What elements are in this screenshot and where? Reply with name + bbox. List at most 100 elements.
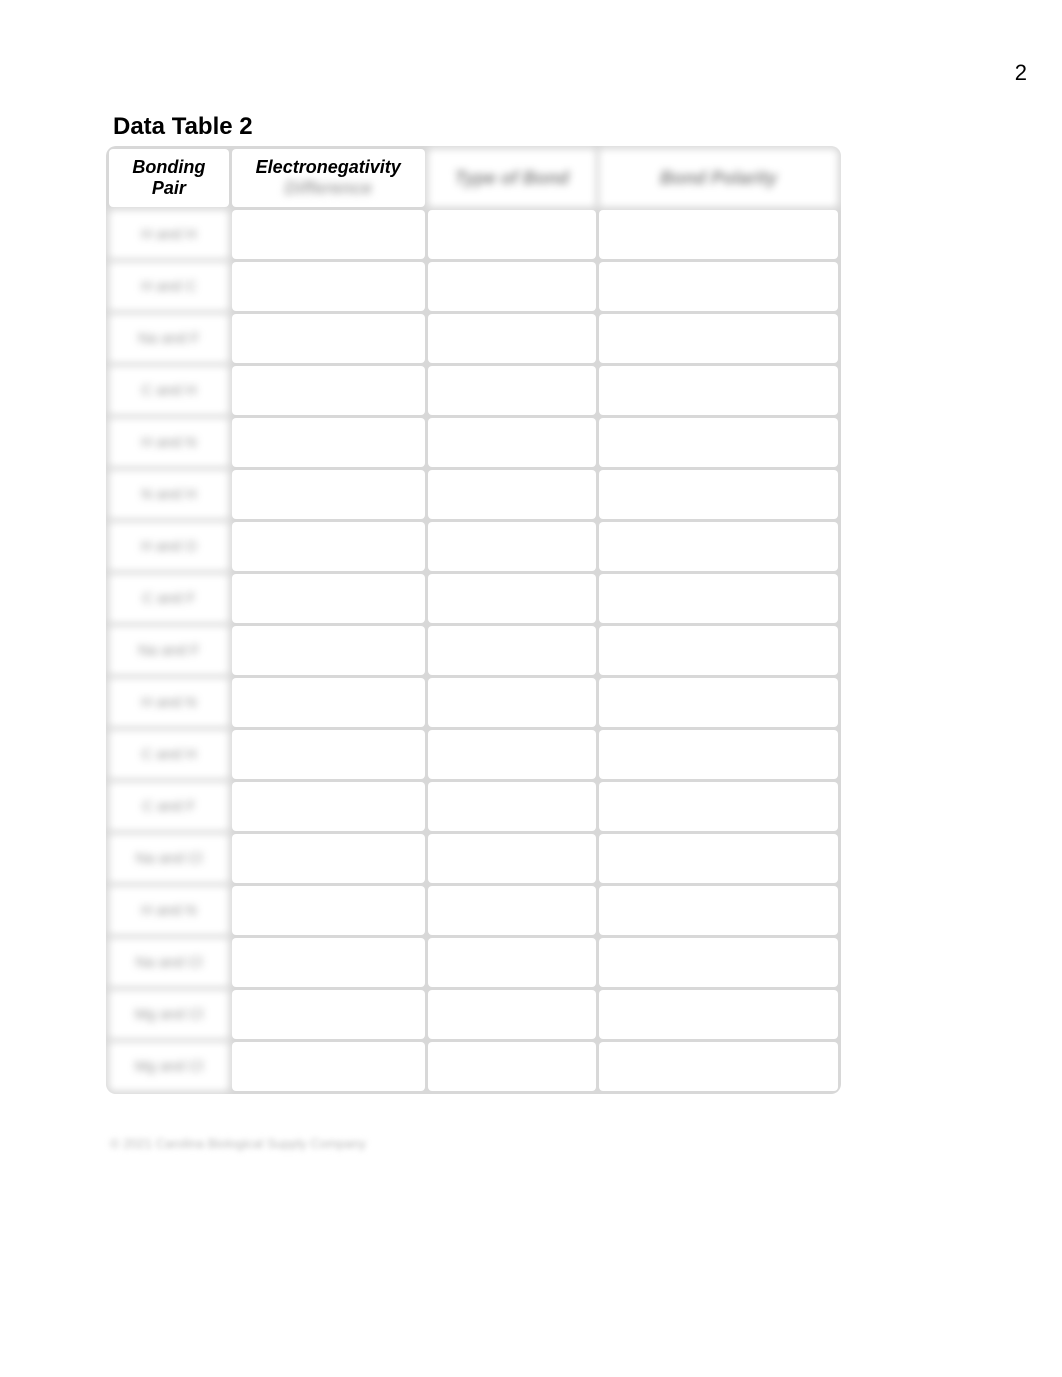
cell-type-of-bond xyxy=(428,990,596,1039)
cell-bond-polarity xyxy=(599,886,838,935)
cell-electronegativity xyxy=(232,418,425,467)
page-number: 2 xyxy=(1015,60,1027,86)
table-row: H and H xyxy=(109,210,838,259)
table-row: Na and F xyxy=(109,626,838,675)
cell-electronegativity xyxy=(232,210,425,259)
cell-bond-polarity xyxy=(599,470,838,519)
table-row: H and N xyxy=(109,418,838,467)
table-row: H and O xyxy=(109,522,838,571)
cell-bond-polarity xyxy=(599,626,838,675)
cell-type-of-bond xyxy=(428,574,596,623)
cell-type-of-bond xyxy=(428,782,596,831)
cell-bond-polarity xyxy=(599,522,838,571)
cell-electronegativity xyxy=(232,626,425,675)
cell-electronegativity xyxy=(232,522,425,571)
cell-electronegativity xyxy=(232,990,425,1039)
cell-bond-polarity xyxy=(599,1042,838,1091)
cell-electronegativity xyxy=(232,1042,425,1091)
cell-bond-polarity xyxy=(599,938,838,987)
cell-type-of-bond xyxy=(428,470,596,519)
cell-bond-polarity xyxy=(599,366,838,415)
cell-electronegativity xyxy=(232,262,425,311)
table-row: C and F xyxy=(109,574,838,623)
cell-bonding-pair: C and H xyxy=(109,366,229,415)
cell-type-of-bond xyxy=(428,262,596,311)
cell-bonding-pair: C and H xyxy=(109,730,229,779)
table-row: Mg and Cl xyxy=(109,1042,838,1091)
cell-type-of-bond xyxy=(428,834,596,883)
cell-bonding-pair: H and N xyxy=(109,418,229,467)
cell-electronegativity xyxy=(232,574,425,623)
data-table-container: Bonding Pair Electronegativity Differenc… xyxy=(106,146,841,1094)
cell-bond-polarity xyxy=(599,990,838,1039)
header-electronegativity: Electronegativity Difference xyxy=(232,149,425,207)
cell-type-of-bond xyxy=(428,938,596,987)
cell-type-of-bond xyxy=(428,210,596,259)
cell-electronegativity xyxy=(232,678,425,727)
cell-bond-polarity xyxy=(599,834,838,883)
table-row: C and H xyxy=(109,366,838,415)
table-row: C and H xyxy=(109,730,838,779)
cell-type-of-bond xyxy=(428,366,596,415)
header-label: Pair xyxy=(152,178,186,198)
cell-bond-polarity xyxy=(599,730,838,779)
cell-electronegativity xyxy=(232,730,425,779)
copyright-text: © 2021 Carolina Biological Supply Compan… xyxy=(110,1136,366,1151)
cell-electronegativity xyxy=(232,834,425,883)
cell-bonding-pair: Na and Cl xyxy=(109,938,229,987)
cell-bond-polarity xyxy=(599,210,838,259)
table-row: Mg and Cl xyxy=(109,990,838,1039)
cell-electronegativity xyxy=(232,782,425,831)
cell-bonding-pair: H and H xyxy=(109,210,229,259)
cell-bonding-pair: H and C xyxy=(109,262,229,311)
header-bonding-pair: Bonding Pair xyxy=(109,149,229,207)
cell-electronegativity xyxy=(232,886,425,935)
cell-bonding-pair: H and N xyxy=(109,678,229,727)
cell-bonding-pair: Mg and Cl xyxy=(109,990,229,1039)
cell-type-of-bond xyxy=(428,418,596,467)
header-type-of-bond: Type of Bond xyxy=(428,149,596,207)
header-label: Bonding xyxy=(132,157,205,177)
header-bond-polarity: Bond Polarity xyxy=(599,149,838,207)
header-label: Type of Bond xyxy=(455,168,569,188)
table-row: Na and Cl xyxy=(109,938,838,987)
cell-electronegativity xyxy=(232,470,425,519)
cell-bond-polarity xyxy=(599,314,838,363)
cell-bonding-pair: H and N xyxy=(109,886,229,935)
cell-bond-polarity xyxy=(599,678,838,727)
table-row: C and F xyxy=(109,782,838,831)
cell-bonding-pair: Mg and Cl xyxy=(109,1042,229,1091)
cell-electronegativity xyxy=(232,366,425,415)
cell-bond-polarity xyxy=(599,418,838,467)
table-row: H and N xyxy=(109,886,838,935)
table-row: Na and Cl xyxy=(109,834,838,883)
cell-bonding-pair: Na and Cl xyxy=(109,834,229,883)
cell-bond-polarity xyxy=(599,262,838,311)
table-row: N and H xyxy=(109,470,838,519)
header-label: Electronegativity xyxy=(256,157,401,177)
cell-electronegativity xyxy=(232,938,425,987)
cell-bond-polarity xyxy=(599,574,838,623)
data-table: Bonding Pair Electronegativity Differenc… xyxy=(106,146,841,1094)
cell-type-of-bond xyxy=(428,730,596,779)
cell-bonding-pair: C and F xyxy=(109,574,229,623)
cell-bond-polarity xyxy=(599,782,838,831)
cell-bonding-pair: Na and F xyxy=(109,314,229,363)
cell-type-of-bond xyxy=(428,522,596,571)
table-header-row: Bonding Pair Electronegativity Differenc… xyxy=(109,149,838,207)
cell-bonding-pair: C and F xyxy=(109,782,229,831)
table-row: H and N xyxy=(109,678,838,727)
table-row: H and C xyxy=(109,262,838,311)
cell-type-of-bond xyxy=(428,1042,596,1091)
header-label: Difference xyxy=(284,178,372,198)
cell-electronegativity xyxy=(232,314,425,363)
cell-bonding-pair: N and H xyxy=(109,470,229,519)
cell-type-of-bond xyxy=(428,678,596,727)
cell-type-of-bond xyxy=(428,314,596,363)
cell-type-of-bond xyxy=(428,886,596,935)
page-title: Data Table 2 xyxy=(113,113,253,141)
cell-type-of-bond xyxy=(428,626,596,675)
header-label: Bond Polarity xyxy=(660,168,777,188)
table-row: Na and F xyxy=(109,314,838,363)
cell-bonding-pair: Na and F xyxy=(109,626,229,675)
